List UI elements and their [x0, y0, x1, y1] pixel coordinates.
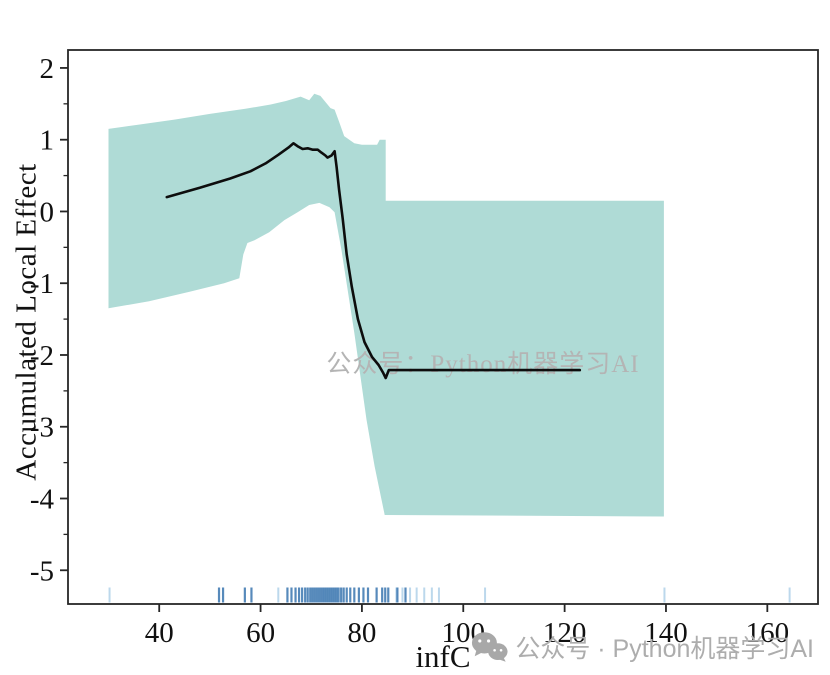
- x-tick-label: 40: [145, 617, 174, 649]
- y-tick-label: -4: [30, 484, 55, 516]
- y-axis-label: Accumulated Local Effect: [10, 163, 43, 481]
- confidence-band-layer: [108, 93, 664, 517]
- plot-box: [67, 49, 819, 605]
- x-tick-label: 60: [246, 617, 275, 649]
- y-tick-label: -5: [30, 555, 54, 587]
- ale-line-layer: [165, 142, 582, 380]
- confidence-band: [108, 93, 664, 517]
- x-tick-label: 120: [543, 617, 587, 649]
- x-axis-label: infC: [415, 639, 471, 674]
- x-tick-label: 80: [347, 617, 376, 649]
- y-tick-label: 0: [40, 196, 55, 228]
- x-tick-label: 160: [746, 617, 790, 649]
- rug-layer: [108, 587, 791, 603]
- y-tick-label: -2: [30, 340, 54, 372]
- y-tick-label: 2: [40, 53, 55, 85]
- bottom-watermark: 公众号 · Python机器学习AI: [471, 629, 814, 665]
- x-tick-label: 140: [644, 617, 688, 649]
- y-tick-label: 1: [40, 125, 55, 157]
- center-watermark: 公众号：Python机器学习AI: [326, 350, 639, 378]
- bottom-watermark-text: 公众号 · Python机器学习AI: [515, 635, 814, 663]
- wechat-icon: [472, 632, 508, 662]
- y-tick-label: -1: [30, 268, 54, 300]
- axes-layer: [60, 49, 819, 612]
- y-tick-label: -3: [30, 412, 54, 444]
- ale-line: [165, 142, 582, 380]
